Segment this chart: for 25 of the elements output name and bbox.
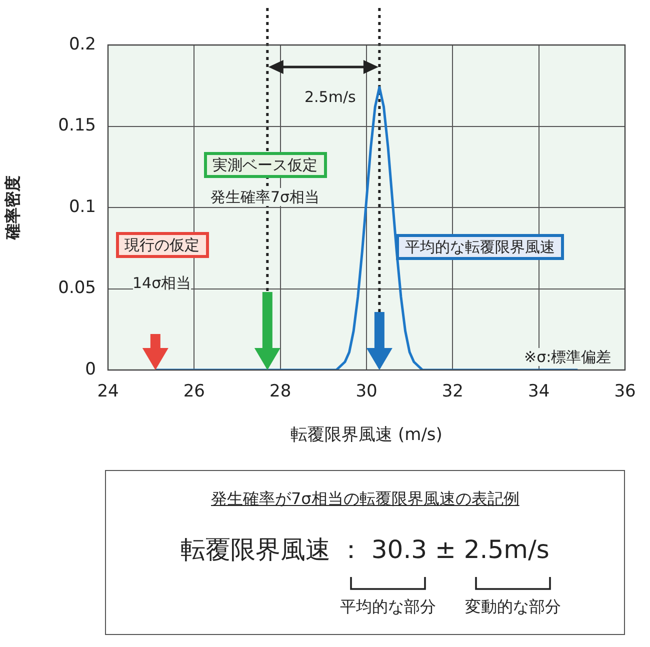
y-tick-label: 0.15: [58, 116, 96, 136]
y-axis-title: 確率密度: [2, 176, 22, 240]
x-tick-label: 26: [183, 382, 205, 402]
annotation: 14σ相当: [132, 274, 192, 292]
x-tick-label: 34: [528, 382, 550, 402]
y-tick-label: 0.05: [58, 278, 96, 298]
x-tick-label: 24: [97, 382, 119, 402]
text: 発生確率が7σ相当の転覆限界風速の表記例: [211, 489, 520, 510]
annotation: 平均的な転覆限界風速: [396, 234, 564, 260]
annotation: ※σ:標準偏差: [524, 348, 612, 366]
text: 平均的な部分: [340, 597, 436, 618]
y-tick-label: 0: [85, 359, 96, 380]
x-axis-title: 転覆限界風速 (m/s): [290, 425, 442, 446]
y-tick-label: 0.2: [68, 34, 96, 54]
annotation: 現行の仮定: [116, 232, 208, 258]
annotation: 発生確率7σ相当: [210, 188, 320, 206]
x-tick-label: 36: [614, 382, 636, 402]
annotation: 実測ベース仮定: [204, 152, 326, 178]
x-tick-label: 28: [270, 382, 292, 402]
x-tick-label: 30: [356, 382, 378, 402]
x-tick-label: 32: [442, 382, 464, 402]
text: 転覆限界風速 ： 30.3 ± 2.5m/s: [180, 534, 550, 566]
text: 変動的な部分: [465, 597, 561, 618]
y-tick-label: 0.1: [68, 196, 96, 217]
annotation: 2.5m/s: [304, 88, 356, 106]
